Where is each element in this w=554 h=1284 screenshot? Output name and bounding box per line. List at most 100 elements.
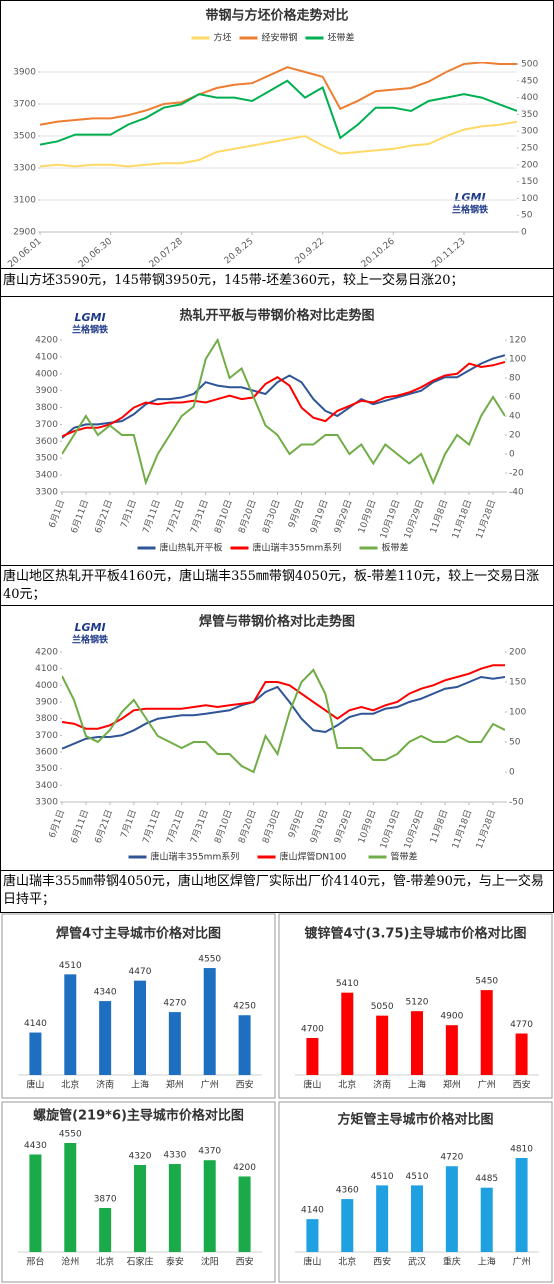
bar — [203, 968, 216, 1075]
x-tick-label: 西安 — [513, 1079, 531, 1091]
y2-tick-label: 100 — [521, 194, 538, 204]
chart-title: 带钢与方坯价格走势对比 — [205, 8, 348, 24]
x-tick-label: 北京 — [61, 1079, 79, 1091]
legend-label: 板带差 — [382, 542, 409, 554]
logo: LGMI — [74, 621, 105, 634]
bar — [411, 1185, 423, 1252]
chart-title: 焊管与带钢价格对比走势图 — [199, 614, 355, 630]
bar — [238, 1015, 251, 1075]
y-tick-label: 3700 — [13, 100, 36, 110]
legend-label: 管带差 — [391, 851, 418, 863]
y-tick-label: 3500 — [13, 132, 36, 142]
logo: LGMI — [454, 191, 485, 204]
x-tick-label: 石家庄 — [126, 1256, 153, 1268]
bar — [411, 1011, 423, 1075]
bar — [515, 1158, 528, 1252]
bar — [99, 1208, 112, 1252]
logo: 兰格钢铁 — [72, 634, 108, 646]
x-tick-label: 6月21日 — [93, 808, 115, 845]
x-tick-label: 20.8.25 — [223, 237, 256, 267]
bar — [376, 1015, 389, 1075]
x-tick-label: 6月1日 — [47, 498, 67, 529]
y2-tick-label: 120 — [509, 336, 526, 346]
x-tick-label: 11月28日 — [474, 498, 498, 540]
value-label: 5120 — [406, 998, 429, 1008]
y2-tick-label: 300 — [521, 127, 538, 137]
value-label: 4430 — [24, 1141, 47, 1151]
x-tick-label: 11月28日 — [474, 808, 498, 850]
x-tick-label: 广州 — [513, 1256, 531, 1268]
y-tick-label: 3100 — [13, 196, 36, 206]
legend-label: 经安带钢 — [262, 32, 298, 44]
value-label: 4550 — [198, 955, 221, 965]
bar — [64, 974, 77, 1075]
bar — [168, 1012, 181, 1075]
bar — [134, 980, 146, 1075]
x-tick-label: 北京 — [338, 1256, 356, 1268]
bar — [99, 1001, 112, 1075]
x-tick-label: 7月1日 — [119, 808, 139, 839]
x-tick-label: 唐山 — [303, 1256, 321, 1268]
x-tick-label: 7月31日 — [188, 808, 210, 845]
series-line — [62, 675, 505, 750]
legend-label: 唐山瑞丰355mm系列 — [253, 542, 342, 554]
bar — [29, 1032, 42, 1075]
series-line — [62, 664, 505, 730]
legend-label: 唐山热轧开平板 — [160, 542, 223, 554]
x-tick-label: 6月11日 — [69, 498, 91, 535]
legend-label: 唐山瑞丰355mm系列 — [151, 851, 240, 863]
bar — [29, 1154, 42, 1252]
y2-tick-label: 200 — [509, 648, 526, 658]
y-tick-label: 3900 — [35, 386, 58, 396]
y-tick-label: 3500 — [35, 454, 58, 464]
x-tick-label: 9月9日 — [286, 808, 306, 839]
x-tick-label: 广州 — [201, 1079, 219, 1091]
y-tick-label: 3300 — [35, 798, 58, 808]
note: 唐山方坯3590元，145带钢3950元，145带-坯差360元，较上一交易日涨… — [3, 273, 464, 288]
x-tick-label: 沧州 — [61, 1256, 79, 1268]
y-tick-label: 3300 — [35, 488, 58, 498]
y-tick-label: 2900 — [13, 228, 36, 238]
value-label: 4320 — [129, 1151, 152, 1161]
x-tick-label: 20.06.01 — [6, 237, 43, 270]
bar — [306, 1037, 319, 1075]
y-tick-label: 3500 — [35, 764, 58, 774]
x-tick-label: 11月8日 — [428, 498, 450, 535]
x-tick-label: 9月29日 — [332, 498, 354, 535]
value-label: 4550 — [59, 1129, 82, 1139]
y-tick-label: 3700 — [35, 420, 58, 430]
x-tick-label: 6月1日 — [47, 808, 67, 839]
x-tick-label: 9月29日 — [332, 808, 354, 845]
value-label: 4270 — [163, 999, 186, 1009]
y-tick-label: 3700 — [35, 731, 58, 741]
x-tick-label: 11月18日 — [450, 808, 474, 850]
value-label: 4510 — [371, 1172, 394, 1182]
x-tick-label: 7月11日 — [141, 498, 163, 535]
y2-tick-label: 150 — [509, 678, 526, 688]
value-label: 4140 — [301, 1206, 324, 1216]
x-tick-label: 泰安 — [166, 1256, 184, 1268]
x-tick-label: 唐山 — [26, 1079, 44, 1091]
bar — [341, 1199, 354, 1252]
x-tick-label: 9月19日 — [308, 498, 330, 535]
y-tick-label: 3400 — [35, 471, 58, 481]
x-tick-label: 7月31日 — [188, 498, 210, 535]
value-label: 3870 — [94, 1195, 117, 1205]
y2-tick-label: 80 — [509, 374, 521, 384]
chart-title: 方矩管主导城市价格对比图 — [337, 1112, 493, 1128]
x-tick-label: 上海 — [131, 1079, 149, 1091]
x-tick-label: 20.06.30 — [77, 236, 114, 270]
value-label: 4340 — [94, 988, 117, 998]
x-tick-label: 9月19日 — [308, 808, 330, 845]
value-label: 4770 — [510, 1020, 533, 1030]
y2-tick-label: 450 — [521, 76, 538, 86]
value-label: 4900 — [440, 1012, 463, 1022]
bar — [203, 1160, 216, 1252]
y2-tick-label: 150 — [521, 177, 538, 187]
x-tick-label: 西安 — [373, 1256, 391, 1268]
x-tick-label: 11月8日 — [428, 808, 450, 845]
series-line — [40, 79, 517, 146]
y-tick-label: 4100 — [35, 352, 58, 362]
x-tick-label: 北京 — [96, 1256, 114, 1268]
